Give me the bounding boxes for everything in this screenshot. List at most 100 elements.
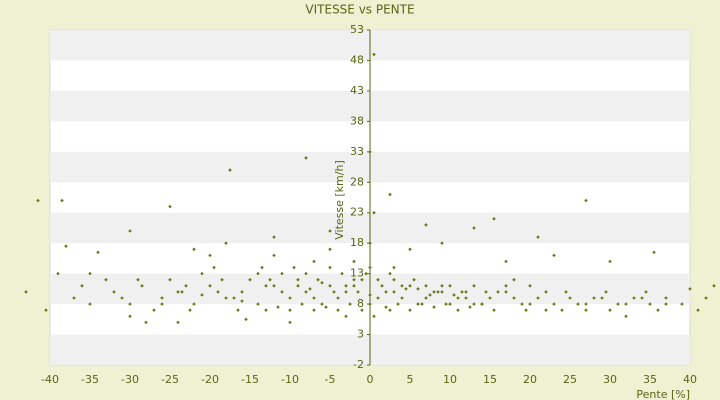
- point: [432, 290, 436, 294]
- point: [64, 244, 68, 249]
- x-tick-label: 20: [523, 373, 537, 386]
- point: [640, 296, 644, 300]
- point: [176, 290, 180, 294]
- point: [448, 302, 452, 306]
- point: [352, 277, 356, 282]
- point: [272, 284, 276, 288]
- point: [104, 277, 108, 282]
- point: [504, 290, 508, 294]
- point: [184, 284, 188, 288]
- point: [656, 308, 660, 312]
- point: [560, 308, 564, 312]
- point: [228, 168, 232, 172]
- point: [128, 302, 132, 306]
- point: [180, 290, 184, 294]
- point: [644, 290, 648, 294]
- point: [392, 265, 396, 270]
- point: [584, 302, 588, 306]
- point: [88, 302, 92, 306]
- point: [608, 308, 612, 312]
- point: [472, 284, 476, 288]
- x-tick-label: -30: [121, 373, 139, 386]
- point: [376, 277, 380, 282]
- point: [24, 290, 28, 294]
- point: [72, 296, 76, 300]
- point: [152, 308, 156, 312]
- point: [192, 247, 196, 252]
- point: [600, 296, 604, 300]
- point: [160, 302, 164, 306]
- point: [332, 290, 336, 294]
- point: [388, 192, 392, 197]
- point: [200, 271, 204, 276]
- x-tick-label: 40: [683, 373, 697, 386]
- point: [304, 156, 308, 160]
- point: [268, 277, 272, 282]
- point: [464, 290, 468, 294]
- point: [368, 265, 372, 270]
- point: [312, 259, 316, 264]
- chart-title: VITESSE vs PENTE: [305, 3, 414, 17]
- point: [664, 296, 668, 300]
- x-tick-label: 10: [443, 373, 457, 386]
- point: [632, 296, 636, 300]
- point: [232, 296, 236, 300]
- point: [424, 296, 428, 300]
- point: [388, 271, 392, 276]
- point: [200, 293, 204, 297]
- point: [312, 296, 316, 300]
- point: [536, 235, 540, 239]
- point: [256, 271, 260, 276]
- point: [492, 217, 496, 221]
- point: [704, 296, 708, 300]
- point: [128, 314, 132, 319]
- point: [88, 271, 92, 276]
- point: [388, 308, 392, 312]
- point: [400, 284, 404, 288]
- point: [624, 314, 628, 319]
- point: [328, 265, 332, 270]
- point: [136, 277, 140, 282]
- point: [344, 284, 348, 288]
- y-tick-label: 53: [350, 23, 364, 36]
- y-tick-label: 3: [357, 328, 364, 341]
- point: [236, 308, 240, 312]
- point: [244, 317, 248, 322]
- point: [176, 320, 180, 325]
- point: [440, 241, 444, 245]
- point: [36, 198, 40, 203]
- point: [288, 320, 292, 325]
- point: [96, 250, 100, 255]
- point: [528, 284, 532, 288]
- point: [384, 305, 388, 309]
- point: [128, 229, 132, 233]
- point: [584, 198, 588, 203]
- point: [140, 284, 144, 288]
- point: [448, 284, 452, 288]
- x-axis-label: Pente [%]: [636, 388, 690, 400]
- point: [368, 150, 372, 154]
- point: [440, 284, 444, 288]
- point: [520, 302, 524, 306]
- point: [440, 290, 444, 294]
- point: [452, 293, 456, 297]
- point: [368, 293, 372, 297]
- y-tick-label: 18: [350, 236, 364, 249]
- point: [316, 277, 320, 282]
- point: [696, 308, 700, 312]
- x-tick-label: -10: [281, 373, 299, 386]
- point: [224, 241, 228, 245]
- point: [348, 302, 352, 306]
- point: [688, 287, 692, 291]
- point: [264, 308, 268, 312]
- point: [336, 308, 340, 312]
- point: [536, 296, 540, 300]
- y-tick-label: 28: [350, 175, 364, 188]
- point: [168, 204, 172, 209]
- x-tick-label: 0: [367, 373, 374, 386]
- x-tick-label: 35: [643, 373, 657, 386]
- x-tick-label: -5: [325, 373, 336, 386]
- point: [296, 284, 300, 288]
- point: [436, 290, 440, 294]
